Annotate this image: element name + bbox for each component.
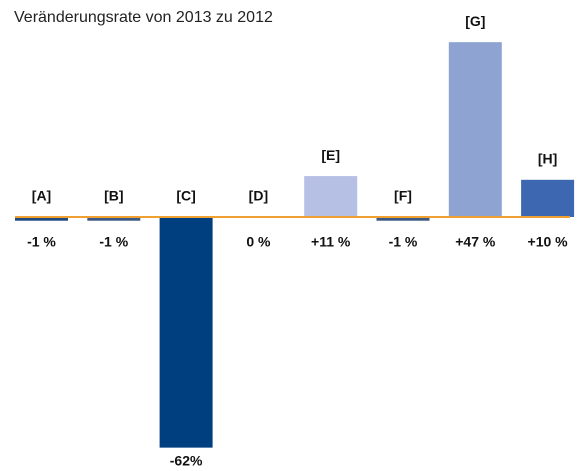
category-label: [C] (176, 188, 195, 204)
category-label: [A] (32, 188, 51, 204)
category-label: [F] (394, 188, 412, 204)
bar (448, 42, 502, 217)
chart-title: Veränderungsrate von 2013 zu 2012 (14, 9, 273, 26)
bar (159, 217, 213, 448)
category-label: [D] (249, 188, 268, 204)
value-label: -1 % (27, 234, 56, 250)
value-label: -1 % (99, 234, 128, 250)
bar (304, 176, 358, 217)
category-label: [G] (465, 13, 485, 29)
value-label: -62% (170, 452, 203, 468)
value-label: 0 % (246, 234, 271, 250)
bar (15, 217, 68, 221)
bar (521, 179, 575, 217)
category-label: [B] (104, 188, 123, 204)
value-label: +10 % (528, 234, 569, 250)
value-label: -1 % (389, 234, 418, 250)
bar (87, 217, 141, 221)
category-label: [H] (538, 151, 557, 167)
value-label: +47 % (455, 234, 496, 250)
bar (376, 217, 430, 221)
value-label: +11 % (311, 234, 351, 250)
category-label: [E] (321, 147, 340, 163)
